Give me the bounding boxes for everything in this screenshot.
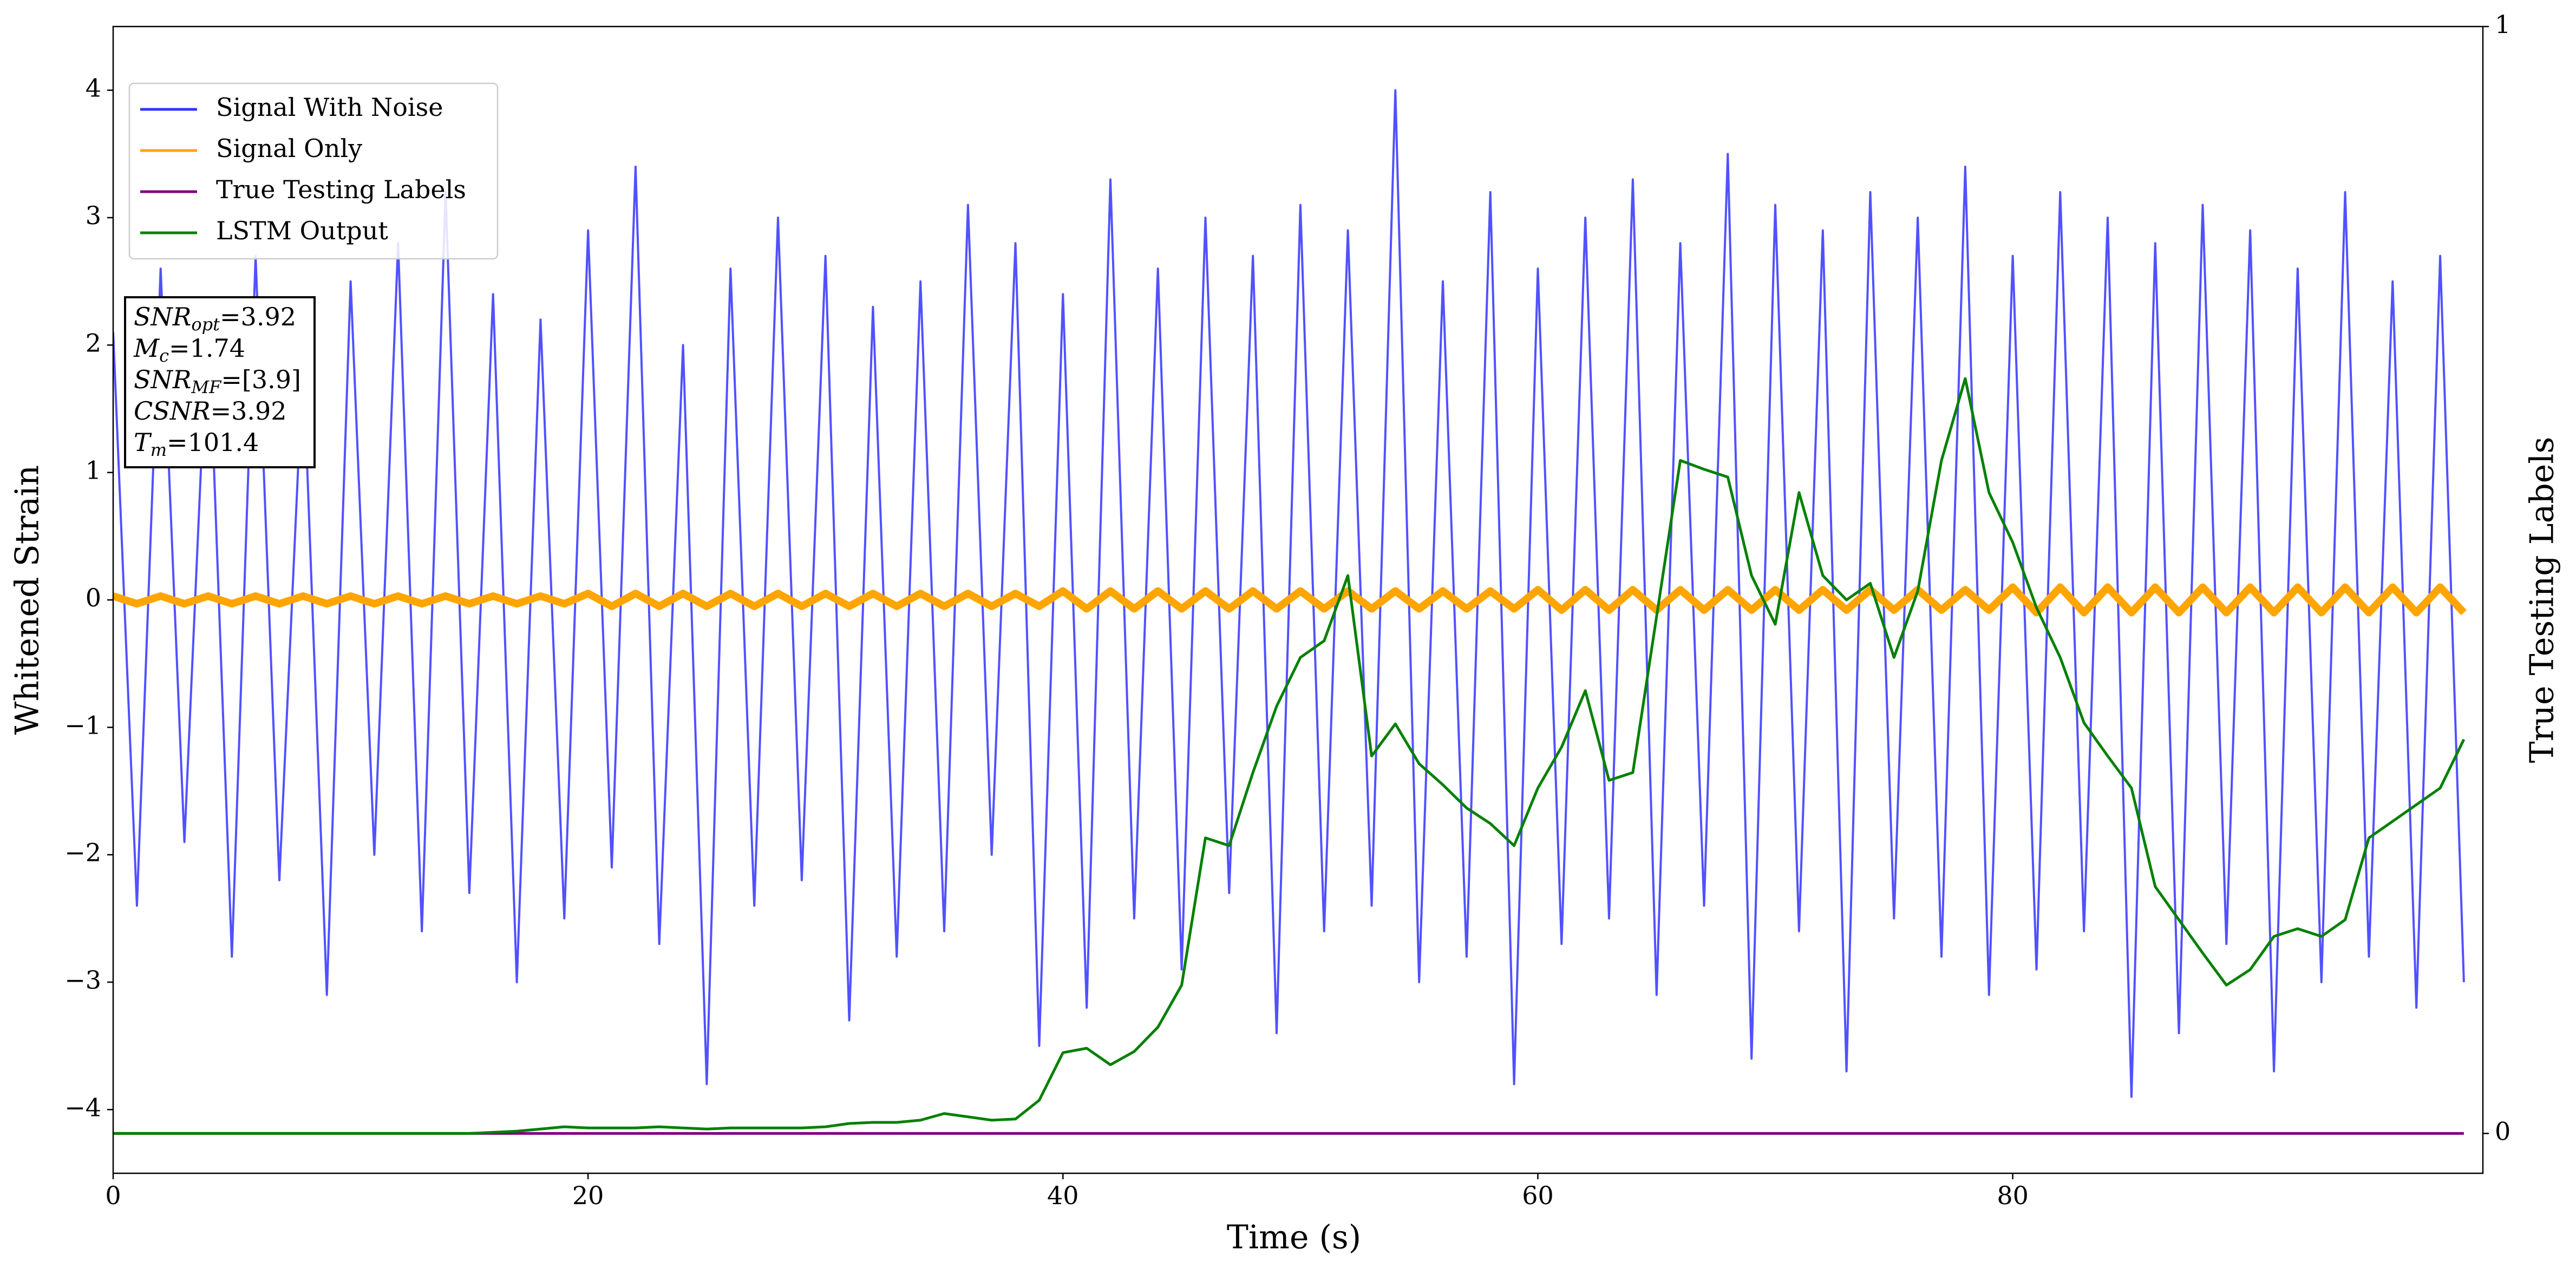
y-tick-label: 0 bbox=[86, 583, 101, 612]
series-line bbox=[113, 89, 2465, 1098]
annotation-value: =101.4 bbox=[167, 428, 259, 457]
legend-label: Signal Only bbox=[216, 134, 362, 163]
plot-frame bbox=[112, 25, 2484, 1174]
y-tick-label: 3 bbox=[86, 201, 101, 230]
annotation-box bbox=[124, 296, 316, 468]
annotation-symbol: SNR bbox=[134, 365, 191, 394]
x-tick-label: 80 bbox=[1997, 1181, 2029, 1210]
legend-label: True Testing Labels bbox=[216, 175, 466, 204]
annotation-symbol: T bbox=[134, 428, 152, 457]
annotation-symbol: CSNR bbox=[134, 396, 211, 426]
legend-label: Signal With Noise bbox=[216, 93, 443, 122]
x-tick-label: 40 bbox=[1047, 1181, 1079, 1210]
annotation: Tm=101.4 bbox=[134, 428, 259, 460]
y-tick-label: −3 bbox=[64, 965, 101, 995]
annotation: SNRMF=[3.9] bbox=[134, 365, 301, 397]
y2-tick-label: 0 bbox=[2495, 1116, 2510, 1146]
annotation-subscript: opt bbox=[191, 314, 220, 335]
x-tick-label: 20 bbox=[572, 1181, 604, 1210]
y2-axis-label: True Testing Labels bbox=[2523, 437, 2561, 763]
annotation-value: =3.92 bbox=[220, 302, 296, 331]
annotation-value: =[3.9] bbox=[221, 365, 301, 394]
legend-label: LSTM Output bbox=[216, 216, 388, 245]
y-tick-label: −2 bbox=[64, 838, 101, 867]
series-line bbox=[113, 377, 2466, 1135]
y-tick-label: −1 bbox=[64, 710, 101, 740]
plot-area bbox=[113, 89, 2467, 1135]
annotation: Mc=1.74 bbox=[133, 334, 245, 366]
legend-box bbox=[128, 82, 499, 260]
annotation-symbol: M bbox=[133, 334, 160, 363]
x-tick-label: 60 bbox=[1522, 1181, 1554, 1210]
series-line bbox=[113, 583, 2467, 617]
x-axis-label: Time (s) bbox=[1227, 1219, 1361, 1257]
annotation-symbol: SNR bbox=[134, 302, 191, 331]
y2-tick-label: 1 bbox=[2495, 10, 2510, 39]
y-tick-label: 1 bbox=[86, 456, 101, 485]
y-tick-label: 2 bbox=[86, 328, 101, 357]
annotation-subscript: c bbox=[159, 345, 169, 366]
annotation-value: =1.74 bbox=[169, 334, 245, 363]
annotation-value: =3.92 bbox=[211, 396, 287, 426]
x-tick-label: 0 bbox=[105, 1181, 121, 1210]
annotation-subscript: m bbox=[151, 440, 167, 460]
y-tick-label: 4 bbox=[86, 74, 101, 103]
annotation-subscript: MF bbox=[191, 377, 222, 397]
annotation: CSNR=3.92 bbox=[134, 396, 287, 426]
annotation: SNRopt=3.92 bbox=[134, 302, 296, 335]
y-axis-label: Whitened Strain bbox=[9, 465, 47, 735]
y-tick-label: −4 bbox=[64, 1093, 101, 1122]
